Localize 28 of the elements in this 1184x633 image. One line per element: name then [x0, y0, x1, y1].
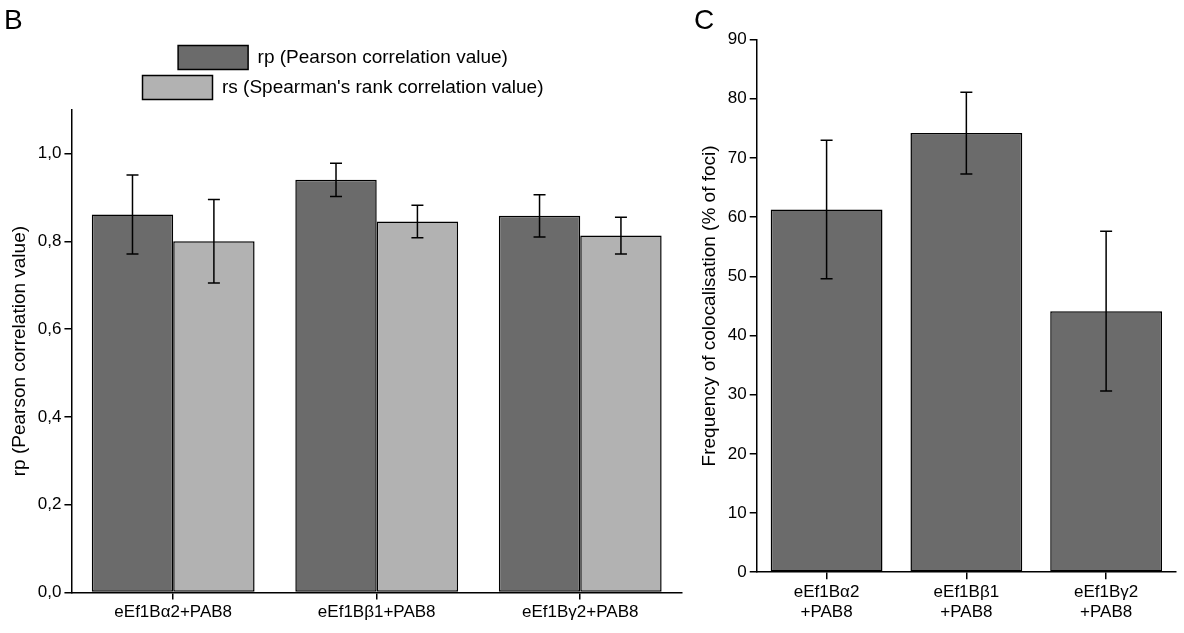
legend-label: rs (Spearman's rank correlation value)	[222, 75, 544, 97]
x-tick-label: eEf1Bγ2+PAB8	[522, 602, 639, 622]
y-tick-label: 0,0	[37, 582, 62, 602]
x-tick-label: eEf1Bα2+PAB8	[114, 602, 233, 622]
y-tick-label: 0,4	[37, 406, 62, 426]
y-tick-label: 30	[727, 384, 747, 404]
y-axis-title: Frequency of colocalisation (% of foci)	[697, 145, 719, 467]
y-tick-label: 1,0	[37, 143, 62, 163]
y-tick-label: 0	[737, 561, 747, 581]
y-tick-label: 70	[727, 147, 747, 167]
y-tick-label: 20	[727, 443, 747, 463]
y-tick-label: 0,8	[37, 231, 62, 251]
y-tick-label: 90	[727, 29, 747, 49]
y-tick-label: 0,6	[37, 318, 62, 338]
chart-title: C	[694, 3, 715, 35]
x-tick-label: eEf1Bβ1+PAB8	[317, 602, 436, 622]
chart-title: B	[4, 3, 23, 35]
y-tick-label: 80	[727, 88, 747, 108]
y-axis-title: rp (Pearson correlation value)	[7, 225, 29, 477]
y-tick-label: 0,2	[37, 494, 62, 514]
legend-label: rp (Pearson correlation value)	[257, 45, 508, 67]
y-tick-label: 10	[727, 502, 747, 522]
y-tick-label: 60	[727, 206, 747, 226]
x-tick-label: eEf1Bγ2 +PAB8	[1073, 582, 1139, 622]
y-tick-label: 50	[727, 266, 747, 285]
y-tick-label: 40	[727, 325, 747, 345]
x-tick-label: eEf1Bβ1 +PAB8	[933, 582, 1000, 622]
x-tick-label: eEf1Bα2 +PAB8	[793, 582, 860, 622]
